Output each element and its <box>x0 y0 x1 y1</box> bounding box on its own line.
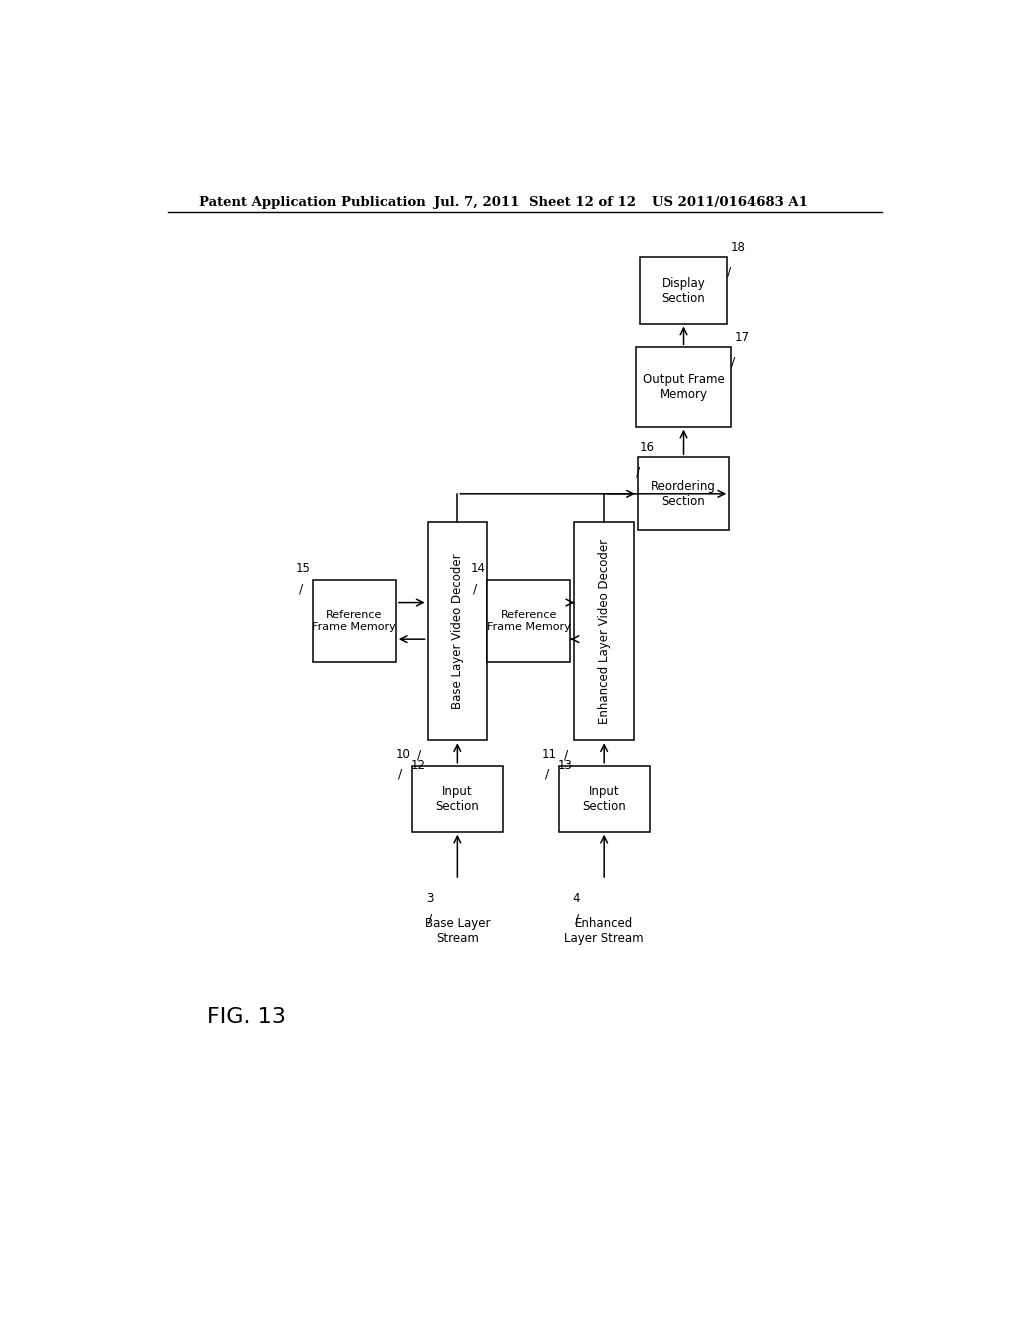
Text: /: / <box>574 912 579 925</box>
Text: Reordering
Section: Reordering Section <box>651 479 716 508</box>
Bar <box>640 257 727 323</box>
Bar <box>487 581 570 661</box>
Bar <box>636 347 731 426</box>
Text: /: / <box>564 748 568 762</box>
Text: 14: 14 <box>470 562 485 576</box>
Text: /: / <box>299 582 303 595</box>
Text: 4: 4 <box>572 892 581 906</box>
Text: Jul. 7, 2011: Jul. 7, 2011 <box>433 195 519 209</box>
Text: 3: 3 <box>426 892 433 906</box>
Bar <box>638 457 729 531</box>
Text: 16: 16 <box>639 441 654 454</box>
Text: 17: 17 <box>735 331 751 345</box>
Text: 10: 10 <box>395 747 411 760</box>
Bar <box>428 521 487 741</box>
Text: 13: 13 <box>558 759 572 772</box>
Text: /: / <box>727 265 731 279</box>
Text: Sheet 12 of 12: Sheet 12 of 12 <box>528 195 636 209</box>
Text: Enhanced Layer Video Decoder: Enhanced Layer Video Decoder <box>598 539 610 723</box>
Text: Base Layer
Stream: Base Layer Stream <box>425 917 490 945</box>
Text: /: / <box>473 582 477 595</box>
Bar <box>312 581 396 661</box>
Text: Enhanced
Layer Stream: Enhanced Layer Stream <box>564 917 644 945</box>
Text: 18: 18 <box>731 242 746 255</box>
Text: /: / <box>398 768 402 780</box>
Text: US 2011/0164683 A1: US 2011/0164683 A1 <box>652 195 808 209</box>
Text: /: / <box>428 912 432 925</box>
Text: 11: 11 <box>542 747 557 760</box>
Text: /: / <box>417 748 421 762</box>
Text: Reference
Frame Memory: Reference Frame Memory <box>486 610 570 632</box>
Text: Input
Section: Input Section <box>435 784 479 813</box>
Text: /: / <box>545 768 549 780</box>
Text: /: / <box>731 355 735 368</box>
Bar <box>558 766 650 832</box>
Text: FIG. 13: FIG. 13 <box>207 1007 287 1027</box>
Bar <box>412 766 503 832</box>
Text: 15: 15 <box>296 562 311 576</box>
Text: 12: 12 <box>411 759 426 772</box>
Text: Display
Section: Display Section <box>662 276 706 305</box>
Text: Input
Section: Input Section <box>583 784 626 813</box>
Text: Reference
Frame Memory: Reference Frame Memory <box>312 610 396 632</box>
Text: Output Frame
Memory: Output Frame Memory <box>643 374 724 401</box>
Text: Patent Application Publication: Patent Application Publication <box>200 195 426 209</box>
Text: /: / <box>636 466 640 478</box>
Text: Base Layer Video Decoder: Base Layer Video Decoder <box>451 553 464 709</box>
Bar <box>574 521 634 741</box>
